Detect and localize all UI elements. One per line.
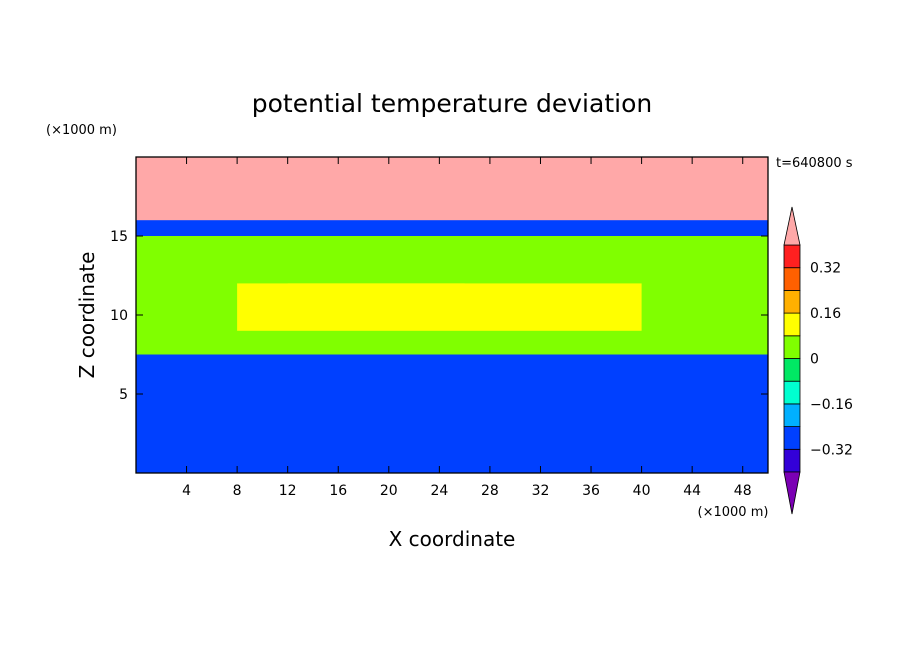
colorbar-bin bbox=[783, 289, 801, 314]
x-tick-label: 48 bbox=[734, 483, 752, 499]
x-tick-label: 40 bbox=[633, 483, 651, 499]
y-axis-label: Z coordinate bbox=[75, 252, 99, 379]
colorbar-tick-label: 0 bbox=[810, 352, 819, 368]
contour-field bbox=[136, 157, 768, 473]
colorbar-bin bbox=[783, 312, 801, 337]
colorbar-extend-min bbox=[783, 471, 801, 515]
colorbar-bin bbox=[783, 358, 801, 382]
x-tick-label: 12 bbox=[279, 483, 297, 499]
x-tick-label: 8 bbox=[233, 483, 242, 499]
colorbar-tick-label: −0.16 bbox=[810, 397, 853, 413]
colorbar-bin bbox=[783, 448, 801, 473]
x-tick-label: 28 bbox=[481, 483, 499, 499]
x-tick-label: 32 bbox=[532, 483, 550, 499]
colorbar: −0.32 −0.16 0 0.16 0.32 bbox=[783, 206, 853, 515]
colorbar-tick-label: −0.32 bbox=[810, 442, 853, 458]
x-tick-label: 44 bbox=[683, 483, 701, 499]
y-tick-label: 5 bbox=[119, 387, 128, 403]
x-axis-label: X coordinate bbox=[389, 527, 516, 551]
x-tick-label: 20 bbox=[380, 483, 398, 499]
colorbar-tick-label: 0.16 bbox=[810, 306, 841, 322]
x-tick-label: 36 bbox=[582, 483, 600, 499]
y-tick-label: 10 bbox=[110, 308, 128, 324]
colorbar-bin bbox=[783, 426, 801, 450]
x-axis: 4 8 12 16 20 24 28 32 36 40 44 48 bbox=[182, 157, 752, 499]
colorbar-bin bbox=[783, 244, 801, 269]
y-tick-label: 15 bbox=[110, 229, 128, 245]
contour-region-3 bbox=[287, 283, 465, 315]
colorbar-bin bbox=[783, 267, 801, 291]
y-axis: 5 10 15 bbox=[110, 229, 768, 403]
colorbar-bin bbox=[783, 335, 801, 359]
chart-title: potential temperature deviation bbox=[252, 89, 652, 118]
time-label: t=640800 s bbox=[776, 156, 853, 171]
contour-region-4 bbox=[136, 157, 768, 221]
z-unit-label: (×1000 m) bbox=[46, 123, 117, 138]
colorbar-extend-max bbox=[783, 206, 801, 246]
colorbar-bin bbox=[783, 403, 801, 427]
colorbar-tick-label: 0.32 bbox=[810, 261, 841, 277]
x-unit-label: (×1000 m) bbox=[698, 505, 769, 520]
x-tick-label: 4 bbox=[182, 483, 191, 499]
colorbar-bin bbox=[783, 380, 801, 405]
x-tick-label: 24 bbox=[430, 483, 448, 499]
x-tick-label: 16 bbox=[329, 483, 347, 499]
